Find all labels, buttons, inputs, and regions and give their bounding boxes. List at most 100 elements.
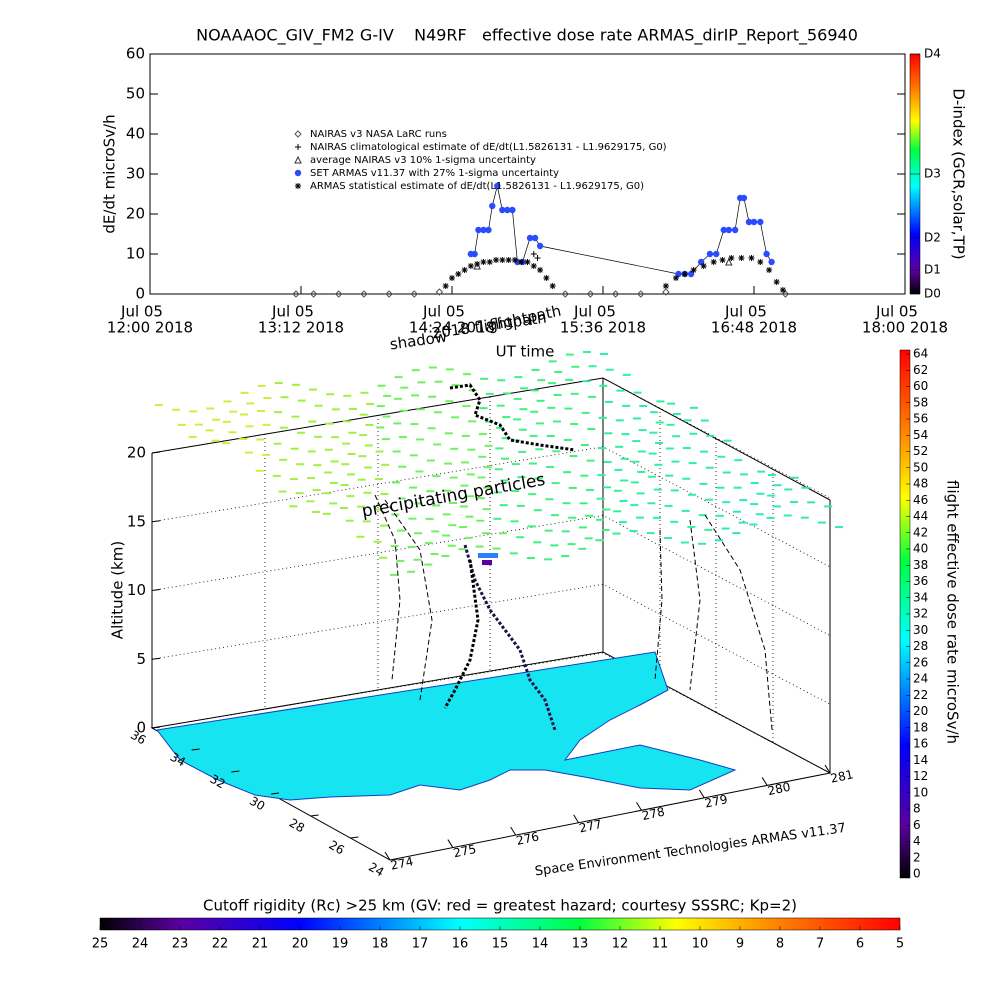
shadow-curve <box>704 514 773 731</box>
legend-label: SET ARMAS v11.37 with 27% 1-sigma uncert… <box>310 168 559 179</box>
rc-tick-label: 6 <box>856 937 864 952</box>
data-point <box>763 250 770 258</box>
x-tick-label: Jul 05 <box>422 303 465 321</box>
lon-tick-label: 280 <box>766 780 791 798</box>
dose-tick-label: 20 <box>913 704 928 718</box>
lat-tick <box>270 792 280 795</box>
dose-tick-label: 30 <box>913 623 928 637</box>
data-point <box>757 259 764 265</box>
lon-tick-label: 277 <box>578 817 603 835</box>
data-point <box>697 258 705 266</box>
dose-tick-label: 0 <box>913 867 921 881</box>
z-tick-label: 10 <box>127 581 146 599</box>
lat-tick-label: 26 <box>326 838 346 858</box>
dose-tick-label: 48 <box>913 477 928 491</box>
dose-tick-label: 60 <box>913 379 928 393</box>
dose-tick-label: 34 <box>913 590 928 604</box>
data-point <box>748 255 755 261</box>
y2-tick-label: D3 <box>924 167 941 181</box>
wall-grid <box>151 377 831 774</box>
data-point <box>725 226 733 234</box>
rc-tick-label: 21 <box>252 937 269 952</box>
data-point <box>725 257 733 266</box>
x-tick-label: Jul 05 <box>724 303 767 321</box>
rc-tick-label: 25 <box>92 937 109 952</box>
data-point <box>292 290 300 298</box>
data-point <box>505 257 512 263</box>
map-land <box>156 651 737 801</box>
data-point <box>662 283 669 289</box>
data-point <box>536 242 544 250</box>
lat-tick <box>231 770 240 773</box>
legend-entry: average NAIRAS v3 10% 1-sigma uncertaint… <box>294 155 536 166</box>
y2-tick-label: D0 <box>924 287 941 301</box>
rc-tick-label: 13 <box>572 937 589 952</box>
rc-tick-label: 18 <box>372 937 389 952</box>
lon-tick <box>384 851 391 861</box>
y-tick-label: 50 <box>126 85 145 103</box>
shadow-curve <box>654 529 663 681</box>
z-tick-label: 5 <box>136 650 146 668</box>
data-point <box>530 251 537 257</box>
dose-tick-label: 14 <box>913 753 928 767</box>
x-tick-sublabel: 12:00 2018 <box>107 319 193 337</box>
z-grid-line <box>151 446 831 568</box>
dose-tick-label: 56 <box>913 412 928 426</box>
dose-tick-label: 50 <box>913 460 928 474</box>
x-tick-sublabel: 18:00 2018 <box>862 319 948 337</box>
dose-tick-label: 8 <box>913 802 921 816</box>
z-tick-label: 15 <box>127 512 146 530</box>
data-point <box>531 234 539 242</box>
tower-marks <box>478 553 498 565</box>
data-point <box>534 255 541 261</box>
dose-tick-label: 12 <box>913 769 928 783</box>
z-grid-line <box>151 583 831 705</box>
lat-tick <box>389 858 399 861</box>
y2-tick-label: D4 <box>924 47 941 61</box>
data-point <box>455 271 462 277</box>
data-point <box>675 270 682 278</box>
data-point <box>681 271 688 277</box>
legend-entry: NAIRAS v3 NASA LaRC runs <box>294 129 447 140</box>
dose-tick-label: 42 <box>913 525 928 539</box>
y2-tick-label: D1 <box>924 263 941 277</box>
data-point <box>509 206 516 214</box>
legend-label: ARMAS statistical estimate of dE/dt(L1.5… <box>310 181 644 192</box>
shadow-curve <box>689 519 701 691</box>
lon-tick <box>510 826 517 836</box>
series <box>467 182 775 278</box>
rc-tick-label: 12 <box>612 937 629 952</box>
dose-tick-label: 4 <box>913 834 921 848</box>
data-point <box>435 288 444 296</box>
data-point <box>360 290 368 298</box>
y-axis-label: dE/dt microSv/h <box>101 114 119 233</box>
data-point <box>720 226 727 234</box>
lat-tick <box>350 836 359 839</box>
legend-entry: NAIRAS climatological estimate of dE/dt(… <box>295 142 667 153</box>
data-point <box>504 206 511 214</box>
dose-tick-label: 52 <box>913 444 928 458</box>
legend-label: average NAIRAS v3 10% 1-sigma uncertaint… <box>310 155 536 166</box>
rc-tick-label: 7 <box>816 937 824 952</box>
lon-tick-label: 274 <box>389 854 414 872</box>
dose-tick-label: 22 <box>913 688 928 702</box>
data-point <box>511 257 518 263</box>
data-point <box>713 250 720 258</box>
dose-colorbar-label: flight effective dose rate microSv/h <box>944 480 962 744</box>
data-point <box>499 206 506 214</box>
data-point <box>335 290 343 298</box>
data-point <box>449 275 455 281</box>
lon-tick-label: 279 <box>704 792 729 810</box>
lon-tick-label: 275 <box>452 842 477 860</box>
data-point <box>442 283 449 289</box>
flight-path-descent <box>463 544 557 731</box>
x-tick-sublabel: 14:24 2018 <box>409 319 495 337</box>
shadow-curve <box>384 499 433 701</box>
dose-tick-label: 44 <box>913 509 928 523</box>
series <box>442 255 786 293</box>
z-grid-line <box>151 377 831 499</box>
data-point <box>537 267 544 273</box>
shadow-curves <box>374 494 773 731</box>
data-point <box>461 267 468 273</box>
